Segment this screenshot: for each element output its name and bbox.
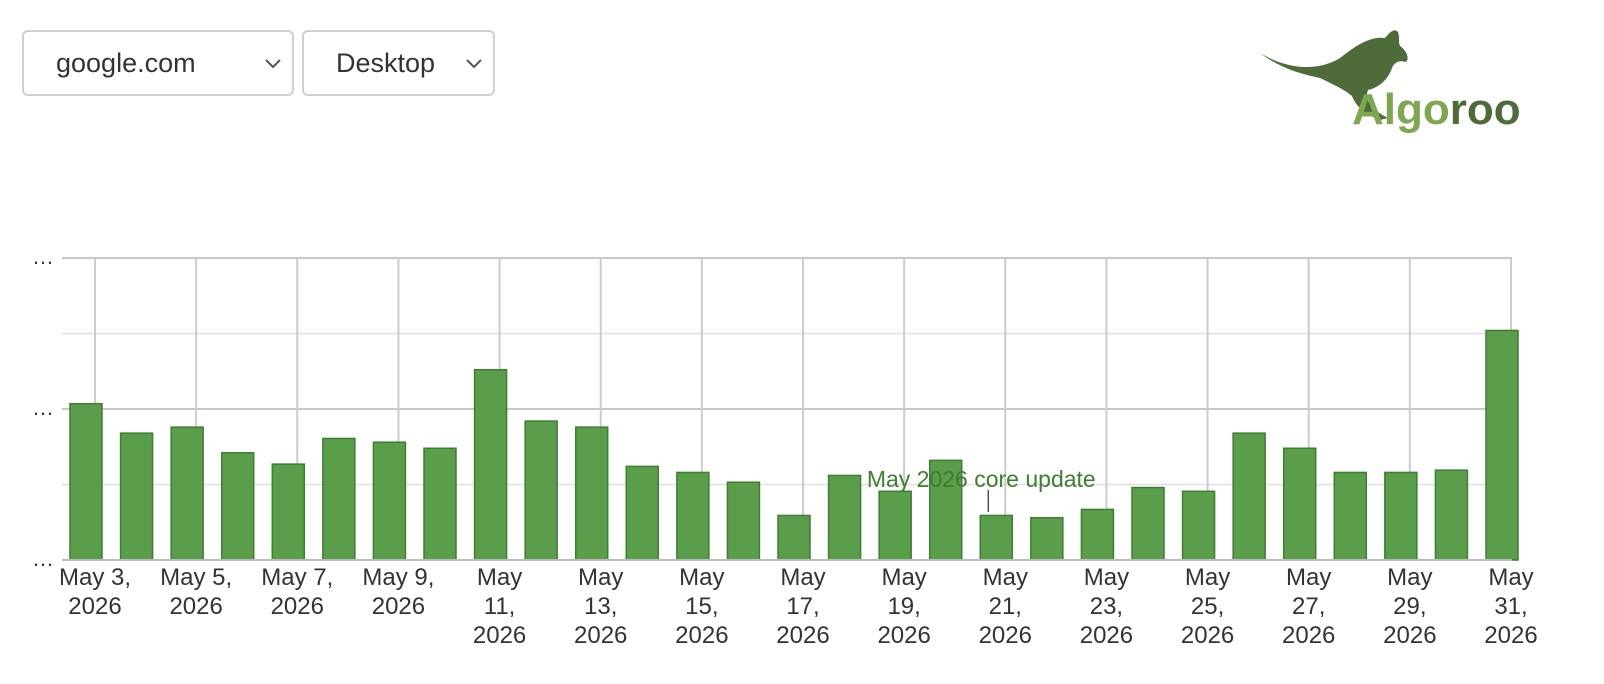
kangaroo-icon [1260,30,1408,120]
bar [1232,432,1266,561]
bar [1181,490,1216,561]
y-tick-label: … [32,395,54,420]
bar [878,490,912,561]
bar [473,368,508,561]
x-tick-label: May 31, 2026 [1484,564,1537,649]
x-tick-label: May 3, 2026 [59,564,131,620]
domain-select-value: google.com [56,47,196,78]
x-tick-label: May 19, 2026 [877,564,930,649]
x-tick-label: May 13, 2026 [574,564,627,649]
bar [777,514,811,561]
x-tick-label: May 15, 2026 [675,564,728,649]
bar [524,420,558,561]
x-tick-label: May 5, 2026 [160,564,232,620]
x-tick-label: May 23, 2026 [1080,564,1133,649]
device-select[interactable]: Desktop [302,30,495,96]
bar [1131,486,1165,561]
bar [1434,469,1469,561]
domain-select[interactable]: google.com [22,30,294,96]
bar [1485,329,1519,561]
bar [119,432,154,561]
logo-text: Algoroo [1352,85,1521,134]
bar [423,447,457,561]
bar [979,514,1014,561]
y-tick-label: … [32,546,54,571]
algoroo-logo: Algoroo [1260,30,1521,134]
x-tick-label: May 21, 2026 [979,564,1032,649]
bar [1080,508,1115,561]
x-tick-label: May 7, 2026 [261,564,333,620]
bar [928,459,963,561]
x-tick-label: May 11, 2026 [473,564,526,649]
bar [1333,471,1368,561]
bar [170,426,204,561]
y-tick-label: … [32,244,54,269]
bar [1282,447,1317,561]
device-select-value: Desktop [336,47,436,78]
bar [827,474,862,561]
bar [1030,516,1064,561]
bar [574,426,609,561]
bar [271,463,306,561]
chevron-down-icon [265,59,281,69]
bar [726,481,761,561]
bar [322,437,356,561]
x-tick-label: May 27, 2026 [1282,564,1335,649]
bar [69,402,103,561]
x-tick-label: May 25, 2026 [1181,564,1234,649]
chevron-down-icon [466,59,482,69]
x-tick-label: May 9, 2026 [362,564,434,620]
bar [220,452,255,561]
annotation-label: May 2026 core update [867,466,1096,492]
x-tick-label: May 29, 2026 [1383,564,1436,649]
bar [1384,471,1418,561]
bar [676,471,710,561]
bar [625,465,660,561]
bar [372,441,407,561]
x-tick-label: May 17, 2026 [776,564,829,649]
